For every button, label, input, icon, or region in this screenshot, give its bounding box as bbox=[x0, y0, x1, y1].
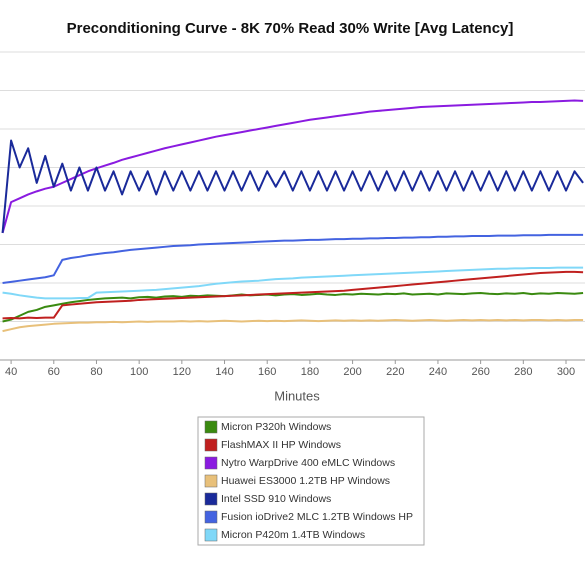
chart-title: Preconditioning Curve - 8K 70% Read 30% … bbox=[67, 20, 514, 37]
x-tick-label: 120 bbox=[173, 366, 191, 378]
legend-swatch bbox=[204, 510, 218, 524]
x-tick-label: 60 bbox=[48, 366, 60, 378]
legend-label: Nytro WarpDrive 400 eMLC Windows bbox=[221, 457, 395, 469]
x-tick-label: 140 bbox=[215, 366, 233, 378]
legend-swatch bbox=[204, 474, 218, 488]
x-tick-label: 300 bbox=[557, 366, 575, 378]
series-line bbox=[1, 139, 584, 234]
series-line bbox=[2, 266, 584, 300]
legend-label: FlashMAX II HP Windows bbox=[221, 439, 341, 451]
x-tick-label: 260 bbox=[471, 366, 489, 378]
legend-label: Micron P320h Windows bbox=[221, 421, 331, 433]
legend-box bbox=[197, 416, 425, 546]
x-tick-label: 100 bbox=[130, 366, 148, 378]
legend-label: Huawei ES3000 1.2TB HP Windows bbox=[221, 475, 390, 487]
legend-swatch bbox=[204, 420, 218, 434]
legend-swatch bbox=[204, 492, 218, 506]
x-tick-label: 240 bbox=[429, 366, 447, 378]
plot-lines bbox=[1, 99, 584, 333]
x-tick-label: 160 bbox=[258, 366, 276, 378]
legend-label: Fusion ioDrive2 MLC 1.2TB Windows HP bbox=[221, 511, 413, 523]
legend: Micron P320h Windows FlashMAX II HP Windo… bbox=[204, 420, 413, 542]
x-tick-label: 40 bbox=[5, 366, 17, 378]
x-tick-label: 180 bbox=[301, 366, 319, 378]
legend-swatch bbox=[204, 528, 218, 542]
legend-swatch bbox=[204, 438, 218, 452]
x-axis-label: Minutes bbox=[274, 388, 320, 403]
x-tick-label: 220 bbox=[386, 366, 404, 378]
series-line bbox=[2, 270, 584, 320]
x-tick-label: 280 bbox=[514, 366, 532, 378]
series-line bbox=[2, 292, 584, 323]
legend-label: Micron P420m 1.4TB Windows bbox=[221, 529, 365, 541]
grid: 40 60 80 100 120 140 160 180 200 220 240 260 280 300 bbox=[0, 51, 585, 378]
x-tick-label: 200 bbox=[343, 366, 361, 378]
legend-swatch bbox=[204, 456, 218, 470]
x-tick-label: 80 bbox=[90, 366, 102, 378]
series-line bbox=[2, 318, 584, 333]
series-line bbox=[2, 233, 584, 284]
series-line bbox=[1, 99, 584, 234]
legend-label: Intel SSD 910 Windows bbox=[221, 493, 331, 505]
